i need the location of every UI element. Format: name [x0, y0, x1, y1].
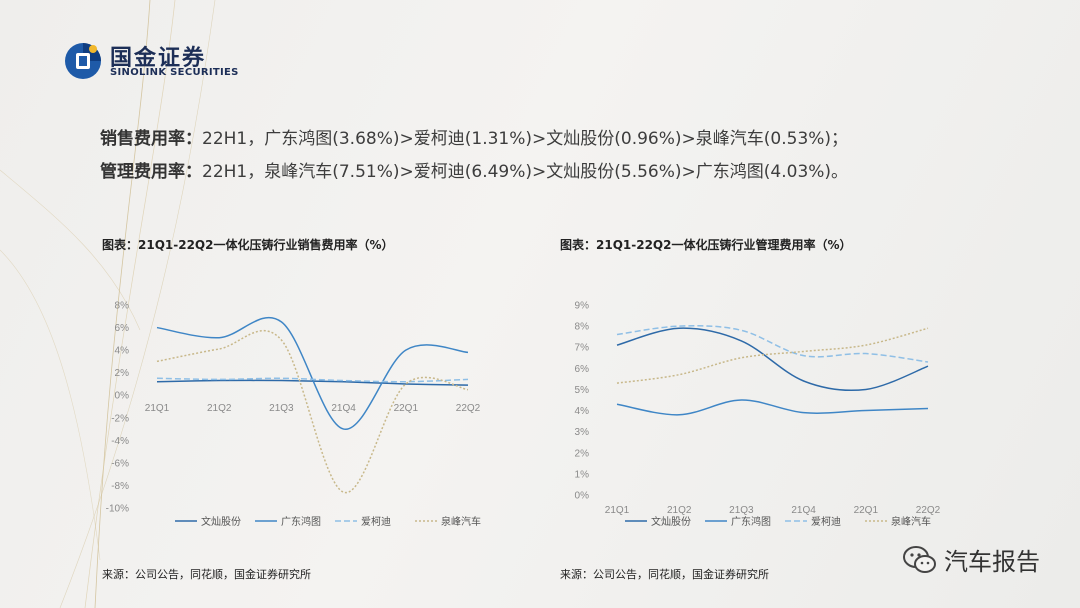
x-tick-label: 22Q2: [916, 505, 941, 516]
y-tick-label: -4%: [111, 436, 129, 447]
x-tick-label: 22Q1: [394, 403, 419, 414]
summary-text: 22H1，广东鸿图(3.68%)>爱柯迪(1.31%)>文灿股份(0.96%)>…: [202, 129, 849, 149]
series-line-2: [156, 377, 469, 383]
series-line-2: [616, 325, 929, 363]
summary-label: 管理费用率：: [100, 162, 202, 182]
y-tick-label: 4%: [575, 406, 590, 417]
y-tick-label: 0%: [115, 391, 130, 402]
company-logo: 国金证券 SINOLINK SECURITIES: [64, 40, 254, 82]
y-tick-label: 6%: [115, 323, 130, 334]
sales-expense-line-chart: 8% 6% 4% 2% 0% -2% -4% -6% -8% -10% 21Q1 21Q2 21Q3 21…: [106, 301, 481, 529]
y-tick-label: 9%: [575, 301, 590, 312]
x-tick-label: 22Q2: [456, 403, 481, 414]
chart-source-admin-expense: 来源：公司公告，同花顺，国金证券研究所: [560, 568, 769, 581]
legend-label: 广东鸿图: [281, 515, 321, 528]
logo-chinese-name: 国金证券: [110, 46, 207, 71]
chart-title-sales-expense: 图表：21Q1-22Q2一体化压铸行业销售费用率（%）: [102, 238, 394, 252]
y-tick-label: 2%: [115, 368, 130, 379]
watermark-text: 汽车报告: [944, 548, 1040, 576]
y-tick-label: 7%: [575, 343, 590, 354]
series-line-0: [616, 327, 929, 392]
chart-title-admin-expense: 图表：21Q1-22Q2一体化压铸行业管理费用率（%）: [560, 238, 852, 252]
y-tick-label: -2%: [111, 413, 129, 424]
y-tick-label: 2%: [575, 448, 590, 459]
x-tick-label: 21Q3: [269, 403, 294, 414]
summary-label: 销售费用率：: [100, 129, 202, 149]
y-tick-label: 1%: [575, 469, 590, 480]
admin-expense-line-chart: 9% 8% 7% 6% 5% 4% 3% 2% 1% 0% 21Q1 21Q2 21Q3 21Q4 22Q1…: [575, 301, 941, 529]
legend-label: 爱柯迪: [361, 515, 391, 528]
wechat-watermark: 汽车报告: [900, 540, 1070, 580]
summary-line-sales-expense: 销售费用率：22H1，广东鸿图(3.68%)>爱柯迪(1.31%)>文灿股份(0…: [100, 124, 848, 149]
legend-label: 泉峰汽车: [891, 515, 931, 528]
wechat-icon: [903, 546, 936, 573]
x-tick-label: 22Q1: [854, 505, 879, 516]
y-tick-label: 8%: [115, 301, 130, 312]
y-tick-label: -10%: [106, 504, 129, 515]
y-tick-label: 3%: [575, 427, 590, 438]
x-tick-label: 21Q4: [331, 403, 356, 414]
y-tick-label: 0%: [575, 491, 590, 502]
logo-english-name: SINOLINK SECURITIES: [110, 67, 239, 78]
x-tick-label: 21Q1: [605, 505, 630, 516]
summary-line-admin-expense: 管理费用率：22H1，泉峰汽车(7.51%)>爱柯迪(6.49%)>文灿股份(5…: [100, 157, 848, 182]
x-tick-label: 21Q1: [145, 403, 170, 414]
sinolink-logo-icon: [65, 43, 101, 79]
series-line-1: [616, 399, 929, 416]
legend-label: 文灿股份: [651, 515, 691, 528]
series-line-1: [156, 316, 469, 430]
x-tick-label: 21Q2: [207, 403, 232, 414]
x-tick-label: 21Q4: [791, 505, 816, 516]
legend-label: 泉峰汽车: [441, 515, 481, 528]
x-tick-label: 21Q3: [729, 505, 754, 516]
legend-label: 文灿股份: [201, 515, 241, 528]
y-tick-label: 8%: [575, 322, 590, 333]
y-tick-label: 5%: [575, 385, 590, 396]
summary-text: 22H1，泉峰汽车(7.51%)>爱柯迪(6.49%)>文灿股份(5.56%)>…: [202, 162, 849, 182]
y-tick-label: 4%: [115, 346, 130, 357]
y-tick-label: -8%: [111, 481, 129, 492]
series-line-3: [156, 329, 469, 493]
chart-source-sales-expense: 来源：公司公告，同花顺，国金证券研究所: [102, 568, 311, 581]
y-tick-label: 6%: [575, 364, 590, 375]
legend-label: 广东鸿图: [731, 515, 771, 528]
y-tick-label: -6%: [111, 458, 129, 469]
legend-label: 爱柯迪: [811, 515, 841, 528]
x-tick-label: 21Q2: [667, 505, 692, 516]
